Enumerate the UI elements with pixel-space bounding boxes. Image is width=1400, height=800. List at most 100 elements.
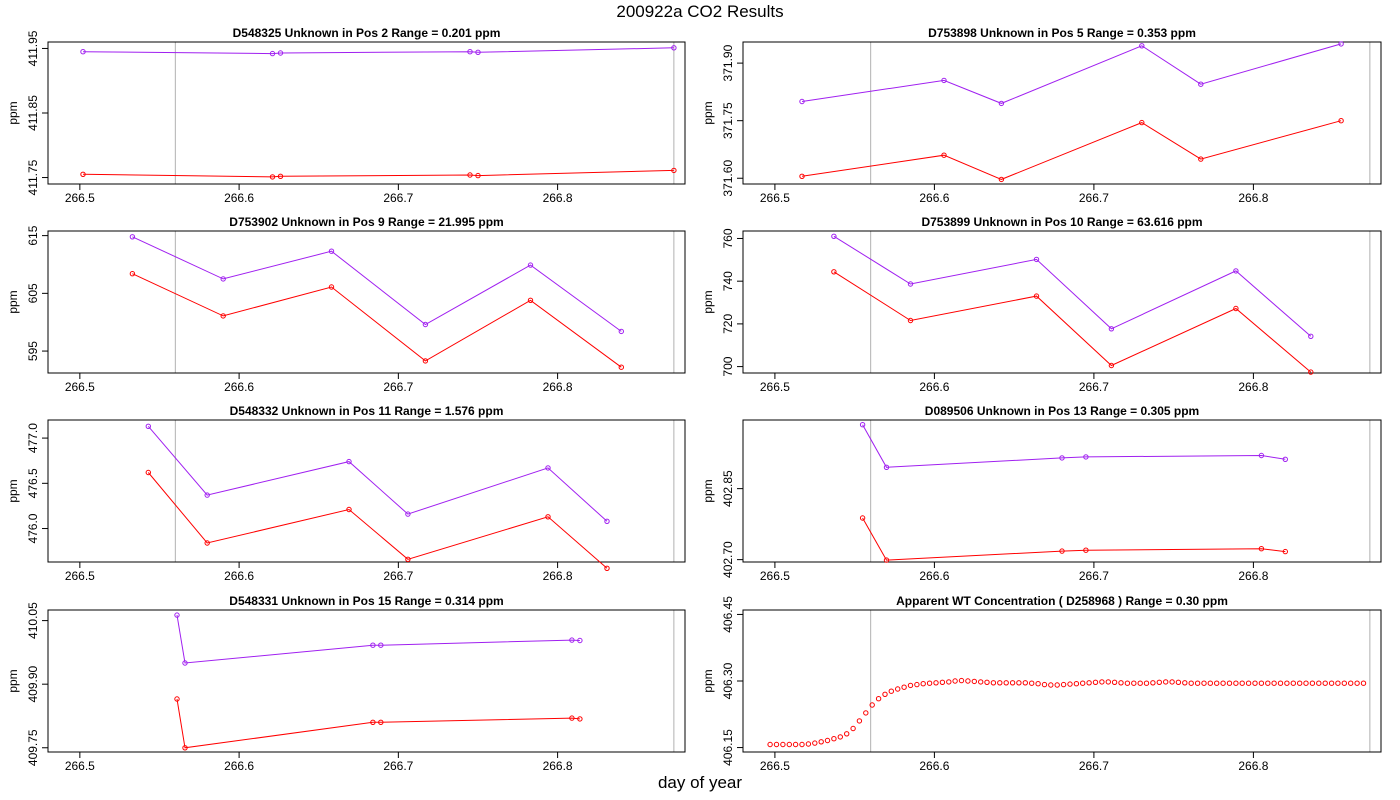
- data-point-lower: [182, 745, 188, 751]
- data-point-WT: [786, 741, 792, 748]
- x-tick-label: 266.7: [1079, 380, 1109, 394]
- y-tick-label: 411.75: [26, 159, 40, 195]
- data-point-upper: [269, 50, 276, 57]
- panel-title: D548332 Unknown in Pos 11 Range = 1.576 …: [230, 404, 504, 418]
- data-point-upper: [831, 233, 837, 240]
- data-point-lower: [671, 167, 677, 174]
- data-point-upper: [1233, 268, 1239, 274]
- data-point-WT: [1086, 680, 1092, 686]
- x-tick-label: 266.5: [760, 191, 790, 205]
- data-point-WT: [1316, 680, 1322, 686]
- data-point-WT: [1297, 680, 1303, 686]
- data-point-WT: [1245, 680, 1252, 686]
- data-point-upper: [998, 100, 1005, 107]
- data-point-WT: [812, 740, 818, 746]
- data-point-WT: [1322, 680, 1328, 686]
- series-line-lower: [801, 120, 1342, 180]
- x-tick-label: 266.5: [65, 759, 95, 773]
- data-point-upper: [1198, 81, 1204, 87]
- y-tick-label: 476.5: [26, 468, 40, 498]
- panel-1: D548325 Unknown in Pos 2 Range = 0.201 p…: [6, 26, 686, 205]
- y-tick-label: 760: [721, 228, 735, 248]
- data-point-WT: [1163, 679, 1169, 685]
- x-tick-label: 266.8: [543, 191, 573, 205]
- y-tick-label: 371.75: [721, 102, 735, 139]
- data-point-WT: [971, 678, 977, 685]
- data-point-WT: [1156, 679, 1163, 685]
- x-tick-label: 266.8: [543, 380, 573, 394]
- data-point-upper: [378, 642, 384, 648]
- y-tick-label: 406.45: [721, 596, 735, 633]
- data-point-upper: [145, 423, 152, 429]
- data-point-WT: [895, 686, 901, 692]
- data-point-WT: [1137, 680, 1143, 686]
- data-point-WT: [1143, 680, 1150, 686]
- data-point-WT: [863, 710, 869, 716]
- data-point-WT: [799, 741, 805, 748]
- data-point-upper: [671, 45, 677, 51]
- panel-5: D548332 Unknown in Pos 11 Range = 1.576 …: [6, 404, 686, 583]
- panel-title: D089506 Unknown in Pos 13 Range = 0.305 …: [925, 404, 1199, 418]
- y-tick-label: 406.15: [721, 729, 735, 766]
- x-tick-label: 266.8: [1238, 759, 1268, 773]
- data-point-lower: [220, 313, 226, 319]
- data-point-lower: [604, 565, 610, 571]
- x-tick-label: 266.7: [383, 191, 413, 205]
- data-point-WT: [1284, 680, 1290, 686]
- x-tick-label: 266.7: [1079, 759, 1109, 773]
- data-point-WT: [1348, 680, 1354, 686]
- data-point-WT: [1131, 680, 1137, 686]
- x-axis-label: day of year: [657, 773, 743, 792]
- data-point-WT: [1207, 680, 1214, 686]
- data-point-WT: [773, 741, 780, 748]
- data-point-upper: [174, 612, 180, 618]
- x-tick-label: 266.6: [919, 569, 949, 583]
- data-point-WT: [1099, 679, 1105, 685]
- x-tick-label: 266.8: [543, 569, 573, 583]
- data-point-WT: [1328, 680, 1335, 686]
- data-point-upper: [799, 98, 805, 105]
- data-point-WT: [1360, 680, 1367, 686]
- y-axis-label: ppm: [701, 290, 715, 313]
- data-point-WT: [1290, 680, 1297, 686]
- data-point-WT: [1277, 680, 1284, 686]
- data-point-WT: [952, 678, 958, 684]
- x-tick-label: 266.8: [1238, 191, 1268, 205]
- y-tick-label: 371.90: [721, 44, 735, 81]
- x-tick-label: 266.6: [919, 380, 949, 394]
- data-point-WT: [1054, 682, 1060, 688]
- data-point-WT: [958, 677, 965, 684]
- data-point-upper: [422, 321, 429, 328]
- y-tick-label: 476.0: [26, 513, 40, 543]
- data-point-WT: [1035, 681, 1041, 687]
- data-point-WT: [1354, 680, 1360, 686]
- x-tick-label: 266.8: [1238, 380, 1268, 394]
- data-point-WT: [824, 737, 831, 744]
- y-tick-label: 411.85: [26, 95, 40, 131]
- y-tick-label: 409.75: [26, 729, 40, 766]
- series-line-upper: [132, 236, 622, 332]
- x-tick-label: 266.6: [224, 380, 254, 394]
- data-point-WT: [1239, 680, 1245, 686]
- data-point-lower: [859, 515, 866, 521]
- data-point-lower: [129, 271, 136, 277]
- data-point-upper: [1033, 256, 1040, 263]
- x-tick-label: 266.8: [1238, 569, 1268, 583]
- x-tick-label: 266.5: [65, 569, 95, 583]
- series-line-upper: [833, 235, 1312, 337]
- y-axis-label: ppm: [6, 669, 20, 692]
- panel-6: D089506 Unknown in Pos 13 Range = 0.305 …: [701, 404, 1382, 583]
- data-point-upper: [277, 50, 284, 56]
- data-point-WT: [780, 741, 786, 748]
- data-point-upper: [1139, 43, 1145, 49]
- x-tick-label: 266.7: [383, 759, 413, 773]
- data-point-WT: [1271, 680, 1277, 686]
- y-tick-label: 595: [26, 341, 40, 361]
- x-tick-label: 266.5: [760, 380, 790, 394]
- data-point-upper: [370, 642, 376, 648]
- data-point-lower: [370, 719, 376, 725]
- data-point-WT: [926, 680, 933, 686]
- data-point-WT: [850, 725, 856, 732]
- figure-title: 200922a CO2 Results: [616, 2, 784, 21]
